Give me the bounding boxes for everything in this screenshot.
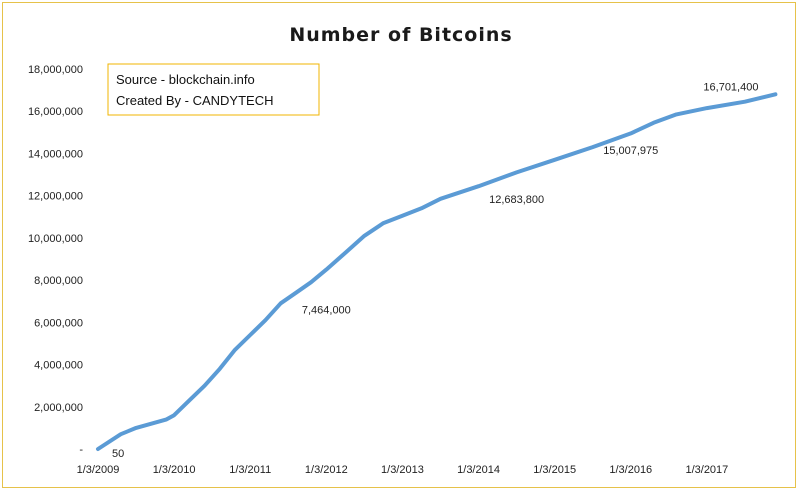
data-point (381, 221, 385, 225)
series-group (96, 92, 778, 451)
data-point (165, 417, 168, 421)
series-line (96, 92, 778, 451)
y-tick-label: 8,000,000 (34, 275, 83, 287)
data-point (674, 112, 678, 116)
data-label: 50 (112, 448, 124, 460)
data-point (96, 447, 100, 451)
data-point (362, 234, 366, 238)
data-point (705, 106, 709, 110)
data-point (343, 251, 347, 255)
data-point (400, 214, 404, 218)
y-tick-label: 2,000,000 (34, 402, 83, 414)
x-tick-label: 1/3/2015 (533, 464, 576, 476)
data-point (187, 398, 191, 402)
created-by-line: Created By - CANDYTECH (116, 93, 273, 108)
data-label: 12,683,800 (489, 194, 544, 206)
x-tick-label: 1/3/2017 (685, 464, 728, 476)
source-note-box (107, 63, 320, 116)
y-tick-label: 4,000,000 (34, 360, 83, 372)
y-tick-label: 18,000,000 (28, 64, 83, 76)
data-point (439, 197, 442, 201)
data-point (309, 280, 313, 284)
data-point (743, 100, 747, 104)
data-point (172, 413, 176, 417)
data-point (233, 348, 237, 352)
data-point (773, 92, 777, 96)
data-point (591, 145, 595, 149)
data-point (477, 184, 481, 188)
y-tick-label: 10,000,000 (28, 233, 83, 245)
data-labels: 50 7,464,000 12,683,800 15,007,975 16,701,40… (112, 81, 758, 460)
data-point (203, 384, 207, 388)
chart-title: Number of Bitcoins (289, 24, 512, 46)
x-tick-label: 1/3/2010 (153, 464, 196, 476)
data-point (324, 268, 328, 272)
data-point (134, 426, 138, 430)
data-point (279, 301, 283, 305)
chart-svg: Number of Bitcoins - 2,000,000 4,000,000 6,… (28, 24, 778, 476)
y-tick-label: 12,000,000 (28, 191, 83, 203)
x-tick-label: 1/3/2014 (457, 464, 500, 476)
x-tick-label: 1/3/2013 (381, 464, 424, 476)
y-tick-label: 14,000,000 (28, 148, 83, 160)
data-point (248, 333, 252, 337)
data-point (553, 158, 557, 162)
x-tick-label: 1/3/2011 (229, 464, 271, 476)
data-point (420, 206, 423, 210)
y-tick-label: 6,000,000 (34, 317, 83, 329)
data-point (263, 318, 267, 322)
data-point (629, 131, 633, 135)
y-axis-ticks: - 2,000,000 4,000,000 6,000,000 8,000,000 10,… (28, 64, 83, 456)
data-point (515, 170, 519, 174)
x-tick-label: 1/3/2012 (305, 464, 348, 476)
y-tick-label: 16,000,000 (28, 106, 83, 118)
data-label: 15,007,975 (603, 145, 658, 157)
source-note: Source - blockchain.info Created By - CA… (107, 63, 320, 116)
data-point (294, 291, 298, 295)
data-point (652, 121, 656, 125)
y-tick-label: - (79, 444, 83, 456)
x-axis-ticks: 1/3/2009 1/3/2010 1/3/2011 1/3/2012 1/3/2013… (77, 464, 729, 476)
data-point (218, 367, 222, 371)
x-tick-label: 1/3/2016 (609, 464, 652, 476)
source-line: Source - blockchain.info (116, 72, 255, 87)
x-tick-label: 1/3/2009 (77, 464, 120, 476)
data-label: 16,701,400 (703, 81, 758, 93)
data-point (119, 432, 123, 436)
data-label: 7,464,000 (302, 304, 351, 316)
